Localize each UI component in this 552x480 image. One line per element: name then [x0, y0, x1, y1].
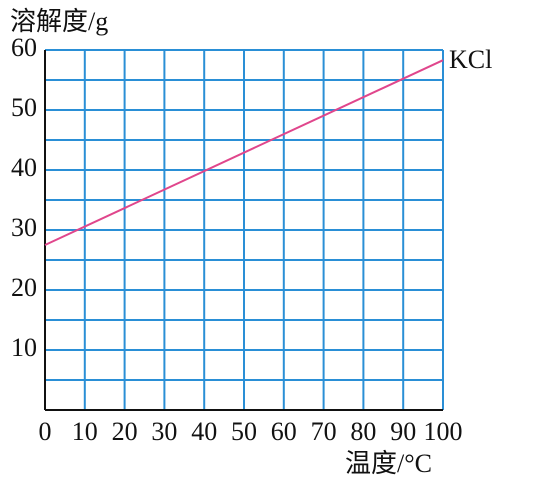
y-tick-label: 20	[11, 273, 37, 302]
y-tick-label: 40	[11, 153, 37, 182]
x-tick-label: 40	[191, 417, 217, 446]
x-tick-label: 10	[72, 417, 98, 446]
x-tick-label: 80	[350, 417, 376, 446]
x-tick-label: 70	[311, 417, 337, 446]
x-tick-label: 20	[112, 417, 138, 446]
x-tick-label: 30	[151, 417, 177, 446]
series-label: KCl	[449, 45, 492, 74]
y-tick-label: 60	[11, 33, 37, 62]
y-tick-label: 10	[11, 333, 37, 362]
y-tick-label: 30	[11, 213, 37, 242]
x-tick-label: 60	[271, 417, 297, 446]
x-tick-label: 90	[390, 417, 416, 446]
y-tick-label: 50	[11, 93, 37, 122]
series-line	[44, 59, 444, 246]
x-tick-label: 100	[424, 417, 463, 446]
x-axis-label: 温度/°C	[345, 449, 432, 478]
x-tick-label: 50	[231, 417, 257, 446]
y-axis-label: 溶解度/g	[10, 7, 108, 36]
x-tick-label: 0	[39, 417, 52, 446]
